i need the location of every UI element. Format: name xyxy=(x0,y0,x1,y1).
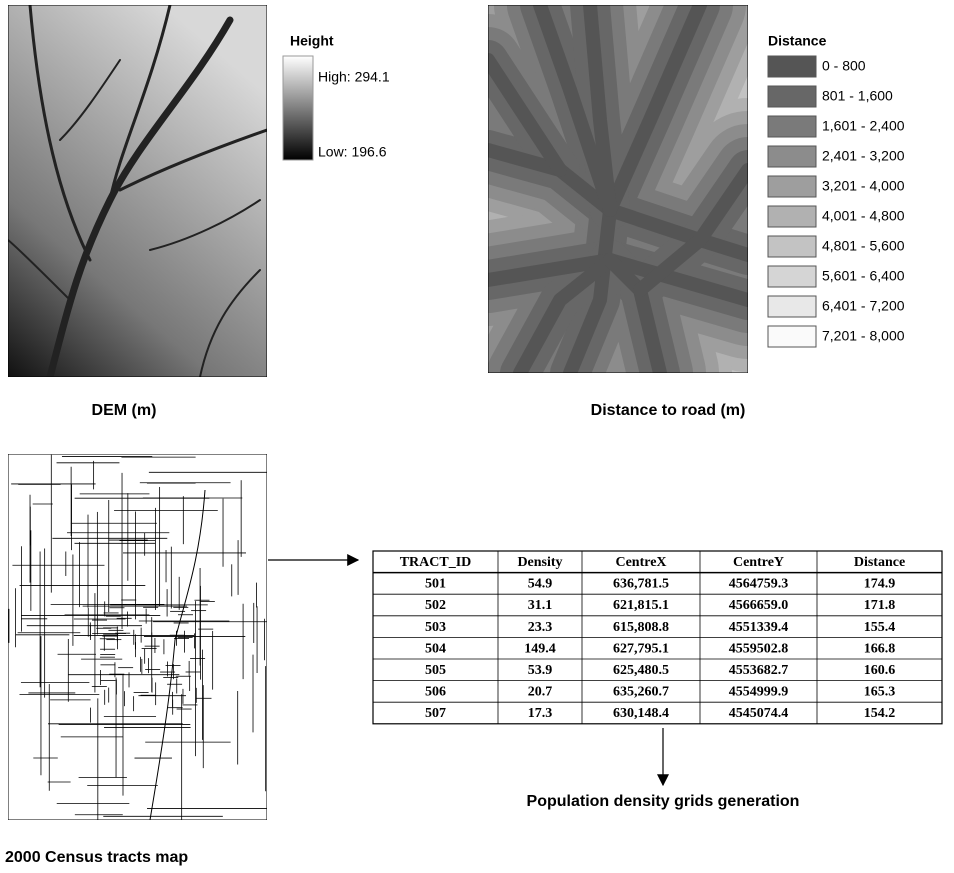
legend-label: 7,201 - 8,000 xyxy=(822,328,905,344)
table-cell: 503 xyxy=(425,620,446,635)
census-map xyxy=(8,454,285,837)
table-header: TRACT_ID xyxy=(400,555,472,570)
table-cell: 166.8 xyxy=(864,641,896,656)
legend-swatch xyxy=(768,176,816,197)
table-cell: 53.9 xyxy=(528,663,553,678)
legend-gradient xyxy=(283,56,313,160)
legend-swatch xyxy=(768,266,816,287)
table-header: Distance xyxy=(854,555,905,570)
legend-high: High: 294.1 xyxy=(318,69,390,85)
table-cell: 506 xyxy=(425,685,446,700)
figure: Height High: 294.1 Low: 196.6 DEM (m) Di… xyxy=(0,0,954,868)
legend-swatch xyxy=(768,236,816,257)
distance-map xyxy=(488,5,748,373)
legend-label: 2,401 - 3,200 xyxy=(822,148,905,164)
caption: Distance to road (m) xyxy=(591,402,746,419)
table-cell: 621,815.1 xyxy=(613,598,669,613)
legend-swatch xyxy=(768,146,816,167)
table-cell: 149.4 xyxy=(524,641,556,656)
legend-low: Low: 196.6 xyxy=(318,144,387,160)
table-cell: 636,781.5 xyxy=(613,577,669,592)
legend-title: Distance xyxy=(768,33,827,49)
legend-label: 5,601 - 6,400 xyxy=(822,268,905,284)
legend-label: 801 - 1,600 xyxy=(822,88,893,104)
table-cell: 160.6 xyxy=(864,663,896,678)
table-cell: 4559502.8 xyxy=(729,641,789,656)
table-cell: 501 xyxy=(425,577,446,592)
table-cell: 155.4 xyxy=(864,620,896,635)
table-cell: 635,260.7 xyxy=(613,685,669,700)
legend-swatch xyxy=(768,326,816,347)
legend-label: 3,201 - 4,000 xyxy=(822,178,905,194)
legend-label: 1,601 - 2,400 xyxy=(822,118,905,134)
table-header: CentreY xyxy=(733,555,784,570)
table-cell: 4551339.4 xyxy=(729,620,789,635)
table-cell: 502 xyxy=(425,598,446,613)
table-cell: 505 xyxy=(425,663,446,678)
table-cell: 31.1 xyxy=(528,598,553,613)
table-header: Density xyxy=(517,555,562,570)
table-cell: 630,148.4 xyxy=(613,706,669,721)
table-cell: 20.7 xyxy=(528,685,553,700)
caption: 2000 Census tracts map xyxy=(5,849,188,866)
table-cell: 174.9 xyxy=(864,577,896,592)
table-cell: 171.8 xyxy=(864,598,896,613)
attribute-table: TRACT_ID Density CentreX CentreY Distance 501… xyxy=(373,551,942,724)
legend-swatch xyxy=(768,296,816,317)
legend-swatch xyxy=(768,86,816,107)
table-cell: 615,808.8 xyxy=(613,620,669,635)
legend-title: Height xyxy=(290,33,334,49)
caption: DEM (m) xyxy=(92,402,157,419)
table-cell: 625,480.5 xyxy=(613,663,669,678)
output-label: Population density grids generation xyxy=(527,793,800,810)
table-cell: 4564759.3 xyxy=(729,577,789,592)
legend-swatch xyxy=(768,56,816,77)
legend-label: 6,401 - 7,200 xyxy=(822,298,905,314)
table-cell: 4554999.9 xyxy=(729,685,789,700)
legend-swatch xyxy=(768,206,816,227)
table-cell: 23.3 xyxy=(528,620,553,635)
table-cell: 17.3 xyxy=(528,706,553,721)
table-cell: 154.2 xyxy=(864,706,896,721)
table-cell: 4566659.0 xyxy=(729,598,789,613)
table-cell: 507 xyxy=(425,706,446,721)
table-cell: 165.3 xyxy=(864,685,896,700)
table-cell: 4553682.7 xyxy=(729,663,789,678)
dem-map xyxy=(8,5,267,377)
table-cell: 504 xyxy=(425,641,446,656)
table-cell: 627,795.1 xyxy=(613,641,669,656)
table-header: CentreX xyxy=(615,555,666,570)
legend-label: 4,801 - 5,600 xyxy=(822,238,905,254)
table-cell: 54.9 xyxy=(528,577,553,592)
table-cell: 4545074.4 xyxy=(729,706,789,721)
legend-label: 4,001 - 4,800 xyxy=(822,208,905,224)
legend-label: 0 - 800 xyxy=(822,58,866,74)
legend-swatch xyxy=(768,116,816,137)
